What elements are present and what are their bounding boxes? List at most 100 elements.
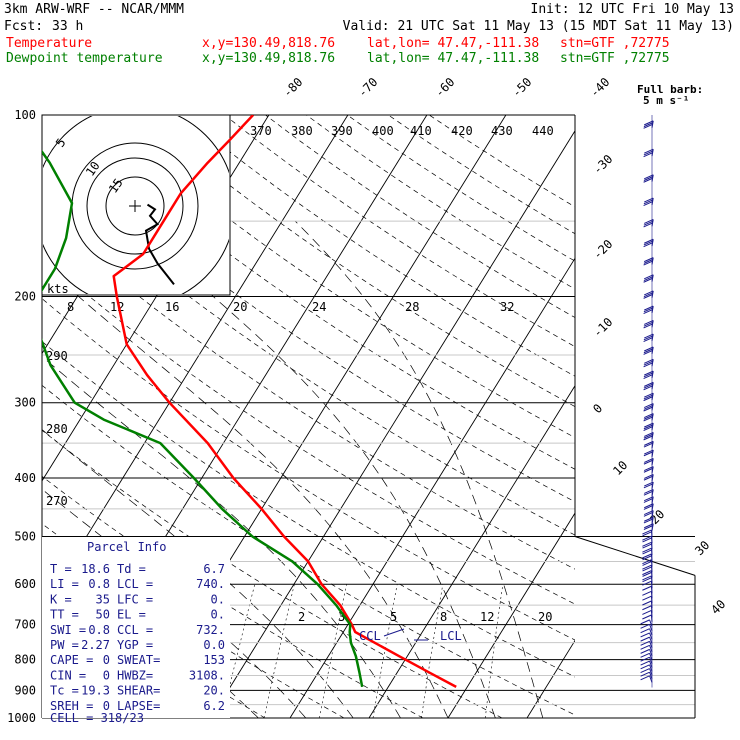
parcel-key: CCL = bbox=[117, 623, 153, 637]
temperature-xy: x,y=130.49,818.76 bbox=[202, 36, 335, 51]
parcel-value: 0.8 bbox=[88, 623, 110, 637]
wind-barb bbox=[640, 675, 653, 683]
parcel-key: SWEAT= bbox=[117, 653, 160, 667]
wind-barb bbox=[640, 632, 653, 640]
wind-barb bbox=[640, 644, 653, 653]
parcel-key: LCL = bbox=[117, 577, 153, 591]
parcel-value: 732. bbox=[196, 623, 225, 637]
parcel-key: EL = bbox=[117, 608, 146, 622]
isotherm-label: -40 bbox=[587, 75, 612, 100]
ccl-label: CCL bbox=[359, 629, 381, 643]
pressure-tick-label: 300 bbox=[14, 396, 36, 410]
pressure-tick-label: 100 bbox=[14, 108, 36, 122]
parcel-key: Tc = bbox=[50, 684, 79, 698]
parcel-key: CAPE = bbox=[50, 653, 93, 667]
theta-label: 430 bbox=[491, 124, 513, 138]
temperature-profile bbox=[112, 115, 457, 689]
hodograph-ring-label: 15 bbox=[106, 176, 126, 196]
parcel-key: PW = bbox=[50, 638, 79, 652]
hodograph-ring-label: 10 bbox=[83, 159, 103, 179]
parcel-key: CIN = bbox=[50, 668, 86, 682]
parcel-value: 0.0 bbox=[203, 638, 225, 652]
isotherm-label: -60 bbox=[432, 75, 457, 100]
parcel-value: 740. bbox=[196, 577, 225, 591]
forecast-label: Fcst: bbox=[4, 19, 43, 34]
theta-label: 290 bbox=[46, 349, 68, 363]
isotherm-line bbox=[210, 130, 575, 718]
hodograph-ring bbox=[86, 157, 184, 255]
parcel-value: 20. bbox=[203, 684, 225, 698]
isotherm-label: 10 bbox=[610, 458, 630, 478]
parcel-key: T = bbox=[50, 562, 72, 576]
plot-right-edge bbox=[574, 536, 696, 576]
parcel-info-title: Parcel Info bbox=[87, 540, 166, 554]
mixing-ratio-label: 2 bbox=[298, 610, 305, 624]
parcel-key: SWI = bbox=[50, 623, 86, 637]
wind-barb bbox=[642, 605, 653, 613]
pressure-tick-labels: 100 200 300 400 500 600 700 800 900 1000 bbox=[7, 108, 36, 725]
wind-barb bbox=[643, 238, 654, 248]
parcel-value: 0. bbox=[211, 608, 225, 622]
isotherm-label: -50 bbox=[509, 75, 534, 100]
init-time: Init: 12 UTC Fri 10 May 13 bbox=[531, 2, 735, 17]
dewpoint-xy: x,y=130.49,818.76 bbox=[202, 51, 335, 66]
wind-barb bbox=[640, 636, 653, 644]
dewpoint-latlon: lat,lon= 47.47,-111.38 bbox=[367, 51, 539, 66]
mixing-ratio-line bbox=[372, 584, 398, 718]
profiles bbox=[42, 115, 457, 689]
parcel-key: HWBZ= bbox=[117, 668, 153, 682]
isotherm-line bbox=[289, 257, 575, 718]
parcel-value: 50 bbox=[96, 608, 110, 622]
ccl-marker: CCL bbox=[359, 628, 405, 643]
parcel-value: 0 bbox=[103, 668, 110, 682]
isotherm-label: 0 bbox=[590, 401, 605, 416]
parcel-key: SREH = bbox=[50, 699, 93, 713]
pressure-tick-label: 400 bbox=[14, 471, 36, 485]
valid-time: Valid: 21 UTC Sat 11 May 13 (15 MDT Sat … bbox=[343, 19, 734, 34]
dry-adiabat bbox=[306, 115, 575, 290]
parcel-value: 6.7 bbox=[203, 562, 225, 576]
wind-barb bbox=[640, 656, 653, 664]
pressure-tick-label: 500 bbox=[14, 529, 36, 543]
moist-adiabat bbox=[126, 220, 496, 718]
mixing-ratio-line bbox=[263, 584, 295, 718]
wind-barb bbox=[640, 660, 653, 668]
hodograph-speed-tick: 24 bbox=[312, 300, 326, 314]
theta-label: 420 bbox=[451, 124, 473, 138]
isotherm-label: -70 bbox=[355, 75, 380, 100]
wind-barb bbox=[640, 652, 653, 661]
lcl-marker: LCL bbox=[414, 629, 462, 643]
isotherm-label: -30 bbox=[590, 152, 615, 177]
isotherm-line bbox=[606, 115, 740, 718]
theta-label: 390 bbox=[331, 124, 353, 138]
isotherm-labels: -80 -70 -60 -50 -40 -30 -20 -10 0 10 20 30 40 bbox=[280, 75, 728, 617]
pressure-tick-label: 800 bbox=[14, 653, 36, 667]
parcel-value: 6.2 bbox=[203, 699, 225, 713]
wind-barb bbox=[642, 595, 653, 604]
parcel-value: 153 bbox=[203, 653, 225, 667]
model-title: 3km ARW-WRF -- NCAR/MMM bbox=[4, 2, 184, 17]
isotherm-label: 40 bbox=[708, 597, 728, 617]
hodograph-ring bbox=[105, 176, 165, 236]
parcel-key: TT = bbox=[50, 608, 79, 622]
theta-label: 380 bbox=[291, 124, 313, 138]
theta-label: 440 bbox=[532, 124, 554, 138]
parcel-key: Td = bbox=[117, 562, 146, 576]
wind-barbs bbox=[640, 115, 654, 688]
isotherm-line bbox=[447, 512, 575, 718]
parcel-key: YGP = bbox=[117, 638, 153, 652]
moist-adiabat bbox=[42, 356, 401, 718]
isotherm-line bbox=[368, 384, 575, 718]
parcel-value: 19.3 bbox=[81, 684, 110, 698]
isotherm-label: -20 bbox=[590, 237, 615, 262]
wind-barb bbox=[642, 529, 653, 538]
moist-adiabat bbox=[295, 220, 544, 718]
mixing-ratio-line bbox=[421, 584, 444, 718]
dry-adiabat bbox=[347, 115, 575, 262]
hodograph-kts-label: kts bbox=[47, 282, 69, 296]
theta-label: 280 bbox=[46, 422, 68, 436]
parcel-key: LFC = bbox=[117, 592, 153, 606]
dry-adiabat bbox=[265, 115, 575, 318]
